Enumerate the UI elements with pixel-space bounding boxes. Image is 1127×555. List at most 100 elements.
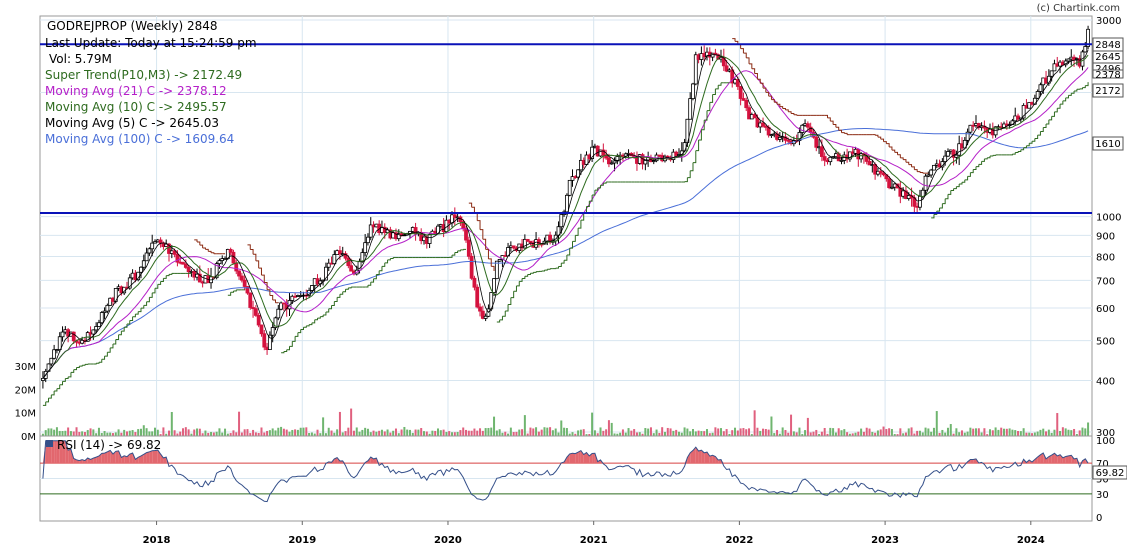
volume-bar (784, 430, 786, 436)
volume-bar (885, 429, 887, 436)
volume-bar (983, 428, 985, 436)
volume-bar (409, 430, 411, 436)
candle-body (240, 276, 243, 280)
volume-bar (1045, 431, 1047, 436)
volume-bar (600, 427, 602, 436)
last-update-text: Last Update: Today at 15:24:59 pm (45, 36, 257, 50)
volume-bar (869, 429, 871, 436)
volume-bar (944, 433, 946, 436)
rsi-overbought-fill (573, 453, 576, 463)
volume-bar (742, 428, 744, 436)
volume-bar (1039, 430, 1041, 436)
candle-body (232, 252, 235, 263)
volume-bar (995, 427, 997, 436)
candle-body (428, 234, 431, 243)
volume-bar (992, 430, 994, 436)
volume-bar (521, 429, 523, 436)
volume-bar (1084, 428, 1086, 436)
volume-bar (342, 432, 344, 436)
volume-bar (401, 429, 403, 436)
volume-bar (440, 430, 442, 436)
volume-bar (754, 410, 756, 436)
volume-bar (899, 428, 901, 436)
volume-bar (628, 428, 630, 436)
volume-bar (905, 433, 907, 436)
rsi-overbought-fill (107, 450, 110, 463)
rsi-overbought-fill (592, 453, 595, 463)
volume-bar (482, 431, 484, 436)
volume-bar (420, 428, 422, 436)
candle-body (235, 263, 238, 271)
x-tick-label: 2020 (434, 535, 462, 546)
rsi-value-label: 69.82 (1096, 468, 1125, 479)
volume-bar (471, 431, 473, 436)
candle-body (493, 279, 496, 293)
candle-body (151, 243, 154, 249)
candle-body (924, 176, 927, 190)
volume-bar (364, 428, 366, 436)
volume-tick-label: 0M (21, 432, 36, 443)
price-tick-label: 3000 (1096, 16, 1121, 27)
volume-bar (356, 427, 358, 436)
rsi-overbought-fill (149, 451, 152, 463)
volume-bar (656, 430, 658, 436)
candle-body (254, 309, 257, 316)
candle-body (815, 137, 818, 147)
x-tick-label: 2019 (288, 535, 316, 546)
candle-body (739, 86, 742, 98)
volume-bar (73, 431, 75, 436)
volume-bar (76, 427, 78, 436)
volume-bar (392, 431, 394, 436)
candle-body (467, 240, 470, 256)
volume-bar (633, 429, 635, 436)
volume-bar (737, 430, 739, 436)
volume-bar (930, 432, 932, 436)
volume-bar (53, 430, 55, 436)
rsi-overbought-fill (1066, 456, 1069, 463)
volume-bar (218, 428, 220, 436)
rsi-overbought-fill (570, 453, 573, 463)
volume-bar (266, 431, 268, 436)
volume-bar (56, 427, 58, 436)
volume-bar (443, 430, 445, 436)
volume-bar (911, 427, 913, 436)
candle-body (753, 114, 756, 117)
volume-bar (328, 428, 330, 436)
candle-body (271, 328, 274, 336)
volume-bar (1011, 430, 1013, 436)
volume-bar (770, 417, 772, 436)
volume-bar (448, 431, 450, 436)
volume-bar (389, 433, 391, 436)
volume-bar (714, 427, 716, 436)
volume-bar (936, 411, 938, 436)
volume-bar (1070, 430, 1072, 436)
supertrend-segment (547, 269, 550, 270)
volume-bar (294, 429, 296, 436)
volume-bar (151, 431, 153, 436)
volume-bar (692, 429, 694, 436)
volume-tick-label: 20M (15, 385, 36, 396)
volume-bar (434, 431, 436, 436)
candle-body (92, 330, 95, 334)
volume-bar (611, 423, 613, 436)
volume-bar (1023, 428, 1025, 436)
volume-bar (622, 429, 624, 436)
last-price-label: 2848 (1095, 40, 1120, 51)
volume-bar (838, 428, 840, 436)
volume-bar (602, 431, 604, 436)
rsi-tick-label: 30 (1096, 490, 1109, 501)
volume-bar (541, 430, 543, 436)
volume-bar (583, 429, 585, 436)
volume-bar (387, 429, 389, 436)
candle-body (184, 264, 187, 267)
candle-body (495, 261, 498, 278)
candle-body (243, 280, 246, 286)
volume-bar (560, 420, 562, 436)
volume-bar (997, 430, 999, 436)
volume-bar (415, 430, 417, 436)
x-tick-label: 2021 (580, 535, 608, 546)
volume-bar (272, 428, 274, 436)
volume-bar (311, 433, 313, 436)
volume-bar (703, 431, 705, 436)
